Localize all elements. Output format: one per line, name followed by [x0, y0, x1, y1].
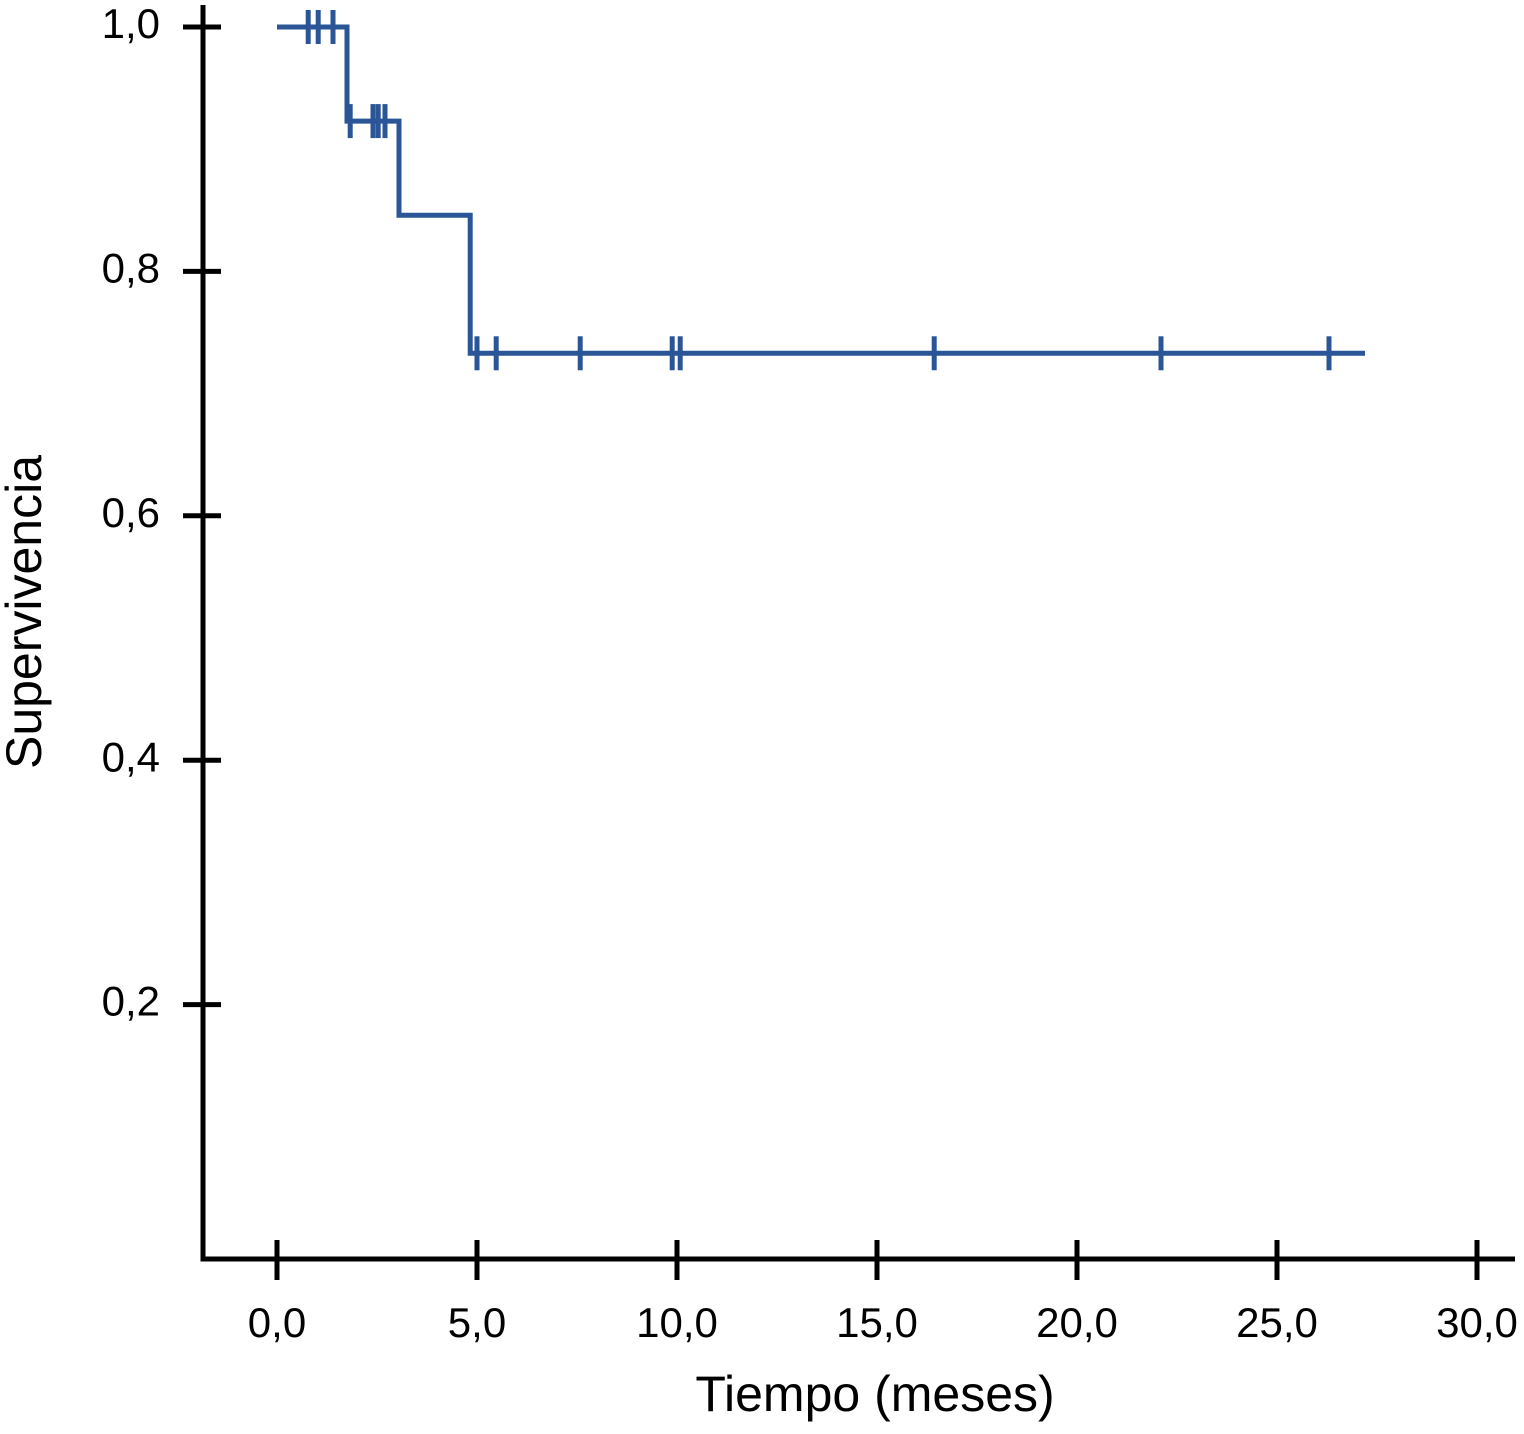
x-tick-label: 0,0 — [248, 1299, 306, 1346]
x-tick-label: 5,0 — [448, 1299, 506, 1346]
x-tick-label: 10,0 — [636, 1299, 718, 1346]
x-tick-label: 30,0 — [1436, 1299, 1518, 1346]
x-tick-label: 15,0 — [836, 1299, 918, 1346]
y-tick-label: 0,2 — [102, 978, 160, 1025]
y-tick-label: 0,8 — [102, 244, 160, 291]
y-tick-label: 1,0 — [102, 0, 160, 47]
y-tick-label: 0,4 — [102, 733, 160, 780]
x-tick-label: 20,0 — [1036, 1299, 1118, 1346]
x-axis-title: Tiempo (meses) — [695, 1366, 1054, 1422]
x-tick-label: 25,0 — [1236, 1299, 1318, 1346]
y-tick-label: 0,6 — [102, 489, 160, 536]
y-axis-title: Supervivencia — [0, 455, 52, 769]
survival-curve — [277, 24, 1365, 356]
